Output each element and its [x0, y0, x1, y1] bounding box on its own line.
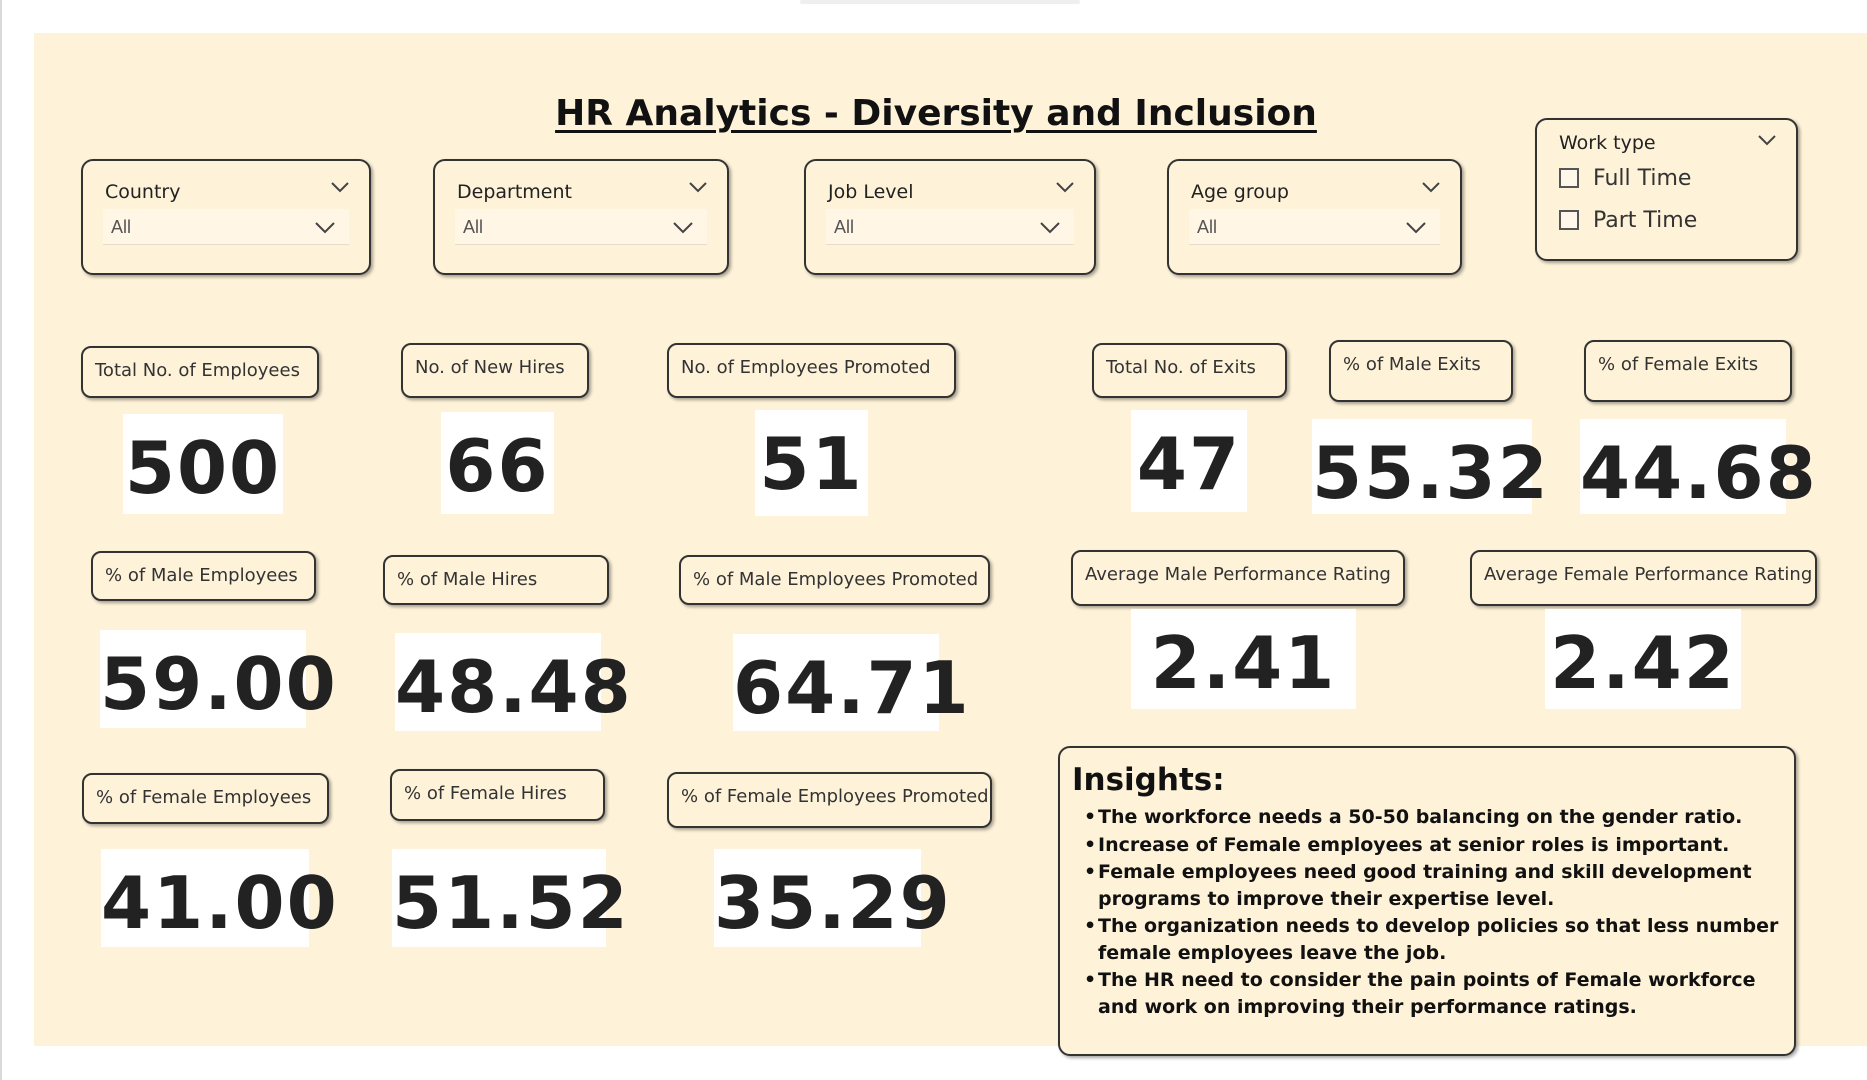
- male-employees-pct-value: 59.00: [100, 630, 336, 728]
- age-group-selected-value: All: [1197, 217, 1218, 237]
- chevron-down-icon[interactable]: [1040, 221, 1060, 234]
- job-level-selected-value: All: [834, 217, 855, 237]
- chevron-down-icon[interactable]: [1422, 181, 1440, 193]
- part-time-label: Part Time: [1593, 208, 1698, 233]
- insights-title: Insights:: [1072, 762, 1225, 798]
- avg-male-rating-label: Average Male Performance Rating: [1071, 550, 1405, 606]
- country-slicer-title: Country: [105, 181, 181, 203]
- avg-female-rating-label: Average Female Performance Rating: [1470, 550, 1817, 606]
- male-hires-pct-label: % of Male Hires: [383, 555, 609, 605]
- new-hires-label: No. of New Hires: [401, 343, 589, 398]
- female-employees-pct-value: 41.00: [101, 849, 337, 947]
- total-employees-label: Total No. of Employees: [81, 346, 319, 398]
- chevron-down-icon[interactable]: [673, 221, 693, 234]
- total-employees-value: 500: [123, 414, 283, 514]
- total-exits-value: 47: [1131, 410, 1247, 512]
- insight-item: Female employees need good training and …: [1084, 859, 1784, 912]
- insight-item: The HR need to consider the pain points …: [1084, 967, 1784, 1020]
- job-level-slicer[interactable]: Job Level All: [804, 159, 1096, 275]
- window-left-edge: [0, 0, 2, 1080]
- male-exits-pct-value: 55.32: [1312, 419, 1548, 514]
- part-time-checkbox[interactable]: [1559, 210, 1579, 230]
- chevron-down-icon[interactable]: [689, 181, 707, 193]
- employees-promoted-value: 51: [755, 410, 868, 516]
- full-time-label: Full Time: [1593, 166, 1692, 191]
- full-time-checkbox[interactable]: [1559, 168, 1579, 188]
- total-exits-label: Total No. of Exits: [1092, 343, 1287, 398]
- country-selected-value: All: [111, 217, 132, 237]
- female-hires-pct-value: 51.52: [392, 849, 628, 947]
- new-hires-value: 66: [441, 412, 554, 514]
- chevron-down-icon[interactable]: [1406, 221, 1426, 234]
- insight-item: The workforce needs a 50-50 balancing on…: [1084, 804, 1784, 831]
- avg-male-rating-value: 2.41: [1131, 609, 1356, 709]
- male-hires-pct-value: 48.48: [395, 633, 631, 731]
- insight-item: The organization needs to develop polici…: [1084, 913, 1784, 966]
- male-promoted-pct-label: % of Male Employees Promoted: [679, 555, 990, 605]
- male-employees-pct-label: % of Male Employees: [91, 551, 316, 601]
- insights-list: The workforce needs a 50-50 balancing on…: [1072, 804, 1784, 1020]
- female-hires-pct-label: % of Female Hires: [390, 769, 605, 821]
- insights-panel: Insights: The workforce needs a 50-50 ba…: [1058, 746, 1796, 1056]
- female-promoted-pct-label: % of Female Employees Promoted: [667, 772, 992, 828]
- department-slicer-title: Department: [457, 181, 572, 203]
- chevron-down-icon[interactable]: [331, 181, 349, 193]
- department-dropdown[interactable]: All: [455, 209, 707, 245]
- department-slicer[interactable]: Department All: [433, 159, 729, 275]
- job-level-dropdown[interactable]: All: [826, 209, 1074, 245]
- age-group-slicer[interactable]: Age group All: [1167, 159, 1462, 275]
- female-exits-pct-label: % of Female Exits: [1584, 340, 1792, 402]
- insight-item: Increase of Female employees at senior r…: [1084, 832, 1784, 859]
- female-promoted-pct-value: 35.29: [714, 849, 950, 947]
- employees-promoted-label: No. of Employees Promoted: [667, 343, 956, 398]
- work-type-slicer[interactable]: Work type Full Time Part Time: [1535, 118, 1798, 261]
- chevron-down-icon[interactable]: [1056, 181, 1074, 193]
- age-group-dropdown[interactable]: All: [1189, 209, 1440, 245]
- age-group-slicer-title: Age group: [1191, 181, 1289, 203]
- chevron-down-icon[interactable]: [315, 221, 335, 234]
- male-exits-pct-label: % of Male Exits: [1329, 340, 1513, 402]
- page-title: HR Analytics - Diversity and Inclusion: [555, 93, 1317, 134]
- chevron-down-icon[interactable]: [1758, 134, 1776, 146]
- work-type-slicer-title: Work type: [1559, 132, 1656, 154]
- female-exits-pct-value: 44.68: [1580, 419, 1816, 514]
- avg-female-rating-value: 2.42: [1545, 609, 1741, 709]
- department-selected-value: All: [463, 217, 484, 237]
- country-slicer[interactable]: Country All: [81, 159, 371, 275]
- top-scroll-indicator: [800, 0, 1080, 4]
- country-dropdown[interactable]: All: [103, 209, 349, 245]
- male-promoted-pct-value: 64.71: [733, 634, 969, 731]
- report-canvas: HR Analytics - Diversity and Inclusion C…: [34, 33, 1867, 1056]
- female-employees-pct-label: % of Female Employees: [82, 773, 329, 824]
- job-level-slicer-title: Job Level: [828, 181, 914, 203]
